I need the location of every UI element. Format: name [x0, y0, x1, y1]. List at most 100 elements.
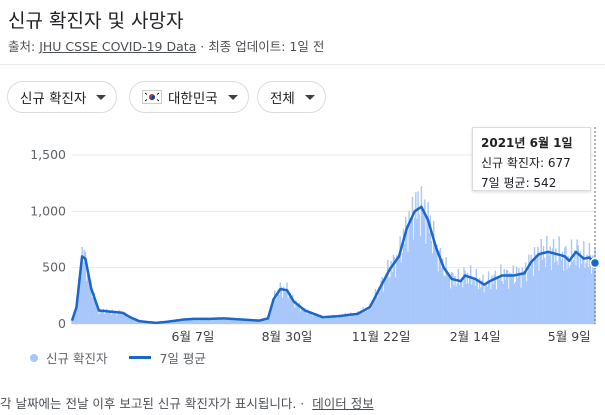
daily-cases-bar — [562, 271, 565, 324]
daily-cases-bar — [229, 319, 231, 324]
daily-cases-bar — [138, 321, 140, 324]
daily-cases-bar — [83, 249, 86, 324]
daily-cases-bar — [564, 247, 566, 324]
daily-cases-bar — [464, 270, 466, 324]
daily-cases-bar — [378, 286, 380, 324]
daily-cases-bar — [225, 318, 228, 324]
daily-cases-bar — [310, 311, 313, 324]
cases-chart[interactable]: 0 500 1,000 1,500 6월 7일 8월 30일 11월 22일 2월 14일 5월… — [0, 125, 605, 345]
daily-cases-bar — [594, 247, 596, 324]
korea-flag-icon — [142, 90, 162, 104]
daily-cases-bar — [125, 314, 127, 324]
daily-cases-bar — [291, 294, 294, 324]
daily-cases-bar — [279, 282, 282, 324]
daily-cases-bar — [453, 285, 455, 324]
daily-cases-bar — [362, 307, 364, 324]
source-link[interactable]: JHU CSSE COVID-19 Data — [39, 39, 197, 54]
daily-cases-bar — [195, 319, 198, 324]
daily-cases-bar — [375, 295, 378, 324]
daily-cases-bar — [438, 250, 441, 324]
daily-cases-bar — [567, 255, 569, 324]
daily-cases-bar — [555, 248, 557, 324]
daily-cases-bar — [469, 265, 472, 324]
daily-cases-bar — [90, 280, 92, 324]
daily-cases-bar — [251, 320, 254, 324]
region-dropdown[interactable]: 전체 — [257, 81, 326, 113]
legend-line-swatch — [129, 356, 152, 359]
daily-cases-bar — [240, 319, 242, 324]
daily-cases-bar — [364, 311, 367, 324]
daily-cases-bar — [450, 272, 453, 324]
daily-cases-bar — [247, 320, 249, 324]
daily-cases-bar — [295, 300, 297, 324]
daily-cases-bar — [99, 308, 101, 324]
daily-cases-bar — [170, 321, 173, 324]
daily-cases-bar — [113, 312, 116, 324]
daily-cases-bar — [533, 247, 536, 324]
metric-dropdown-label: 신규 확진자 — [20, 91, 87, 107]
daily-cases-bar — [549, 246, 551, 324]
daily-cases-bar — [586, 254, 588, 324]
daily-cases-bar — [401, 253, 404, 324]
daily-cases-bar — [400, 262, 402, 324]
daily-cases-bar — [511, 277, 513, 324]
daily-cases-bar — [305, 311, 307, 324]
daily-cases-bar — [566, 269, 568, 324]
daily-cases-bar — [468, 276, 471, 324]
daily-cases-bar — [519, 272, 521, 324]
daily-cases-bar — [354, 315, 357, 324]
daily-cases-bar — [233, 318, 236, 324]
daily-cases-bar — [584, 267, 586, 324]
tooltip-date: 2021년 6월 1일 — [481, 136, 573, 150]
daily-cases-bar — [448, 273, 451, 324]
daily-cases-bar — [326, 315, 329, 324]
daily-cases-bar — [560, 259, 563, 324]
data-info-link[interactable]: 데이터 정보 — [312, 396, 374, 411]
daily-cases-bar — [102, 308, 105, 324]
daily-cases-bar — [88, 273, 90, 324]
daily-cases-bar — [202, 319, 204, 324]
daily-cases-bar — [185, 318, 187, 324]
daily-cases-bar — [106, 308, 108, 324]
daily-cases-bar — [327, 317, 330, 324]
daily-cases-bar — [523, 274, 526, 324]
daily-cases-bar — [76, 298, 79, 324]
daily-cases-bar — [454, 275, 456, 324]
daily-cases-bar — [253, 321, 256, 324]
divider — [0, 64, 605, 65]
y-tick-label: 1,000 — [30, 203, 66, 218]
daily-cases-bar — [249, 319, 251, 324]
daily-cases-bar — [476, 278, 479, 324]
daily-cases-bar — [545, 267, 547, 324]
daily-cases-bar — [250, 320, 252, 324]
daily-cases-bar — [186, 320, 189, 324]
daily-cases-bar — [382, 291, 385, 324]
daily-cases-bar — [129, 316, 131, 324]
daily-cases-bar — [465, 283, 467, 324]
daily-cases-bar — [524, 262, 527, 324]
daily-cases-bar — [135, 320, 137, 324]
daily-cases-bar — [130, 316, 133, 324]
daily-cases-bar — [517, 278, 519, 324]
daily-cases-bar — [437, 271, 439, 324]
daily-cases-bar — [221, 318, 223, 324]
daily-cases-bar — [355, 313, 358, 324]
daily-cases-bar — [580, 263, 583, 324]
daily-cases-bar — [407, 251, 409, 324]
metric-dropdown[interactable]: 신규 확진자 — [7, 81, 118, 113]
daily-cases-bar — [121, 313, 124, 324]
daily-cases-bar — [347, 315, 350, 324]
daily-cases-bar — [477, 289, 480, 324]
daily-cases-bar — [455, 286, 457, 324]
daily-cases-bar — [439, 247, 442, 324]
daily-cases-bar — [314, 312, 316, 324]
daily-cases-bar — [340, 316, 342, 324]
daily-cases-bar — [387, 259, 389, 324]
daily-cases-bar — [322, 316, 324, 324]
x-tick-label: 6월 7일 — [172, 329, 215, 344]
daily-cases-bar — [200, 318, 202, 324]
country-dropdown[interactable]: 대한민국 — [129, 81, 249, 113]
daily-cases-bar — [181, 320, 183, 324]
daily-cases-bar — [282, 286, 285, 324]
daily-cases-bar — [405, 217, 407, 324]
